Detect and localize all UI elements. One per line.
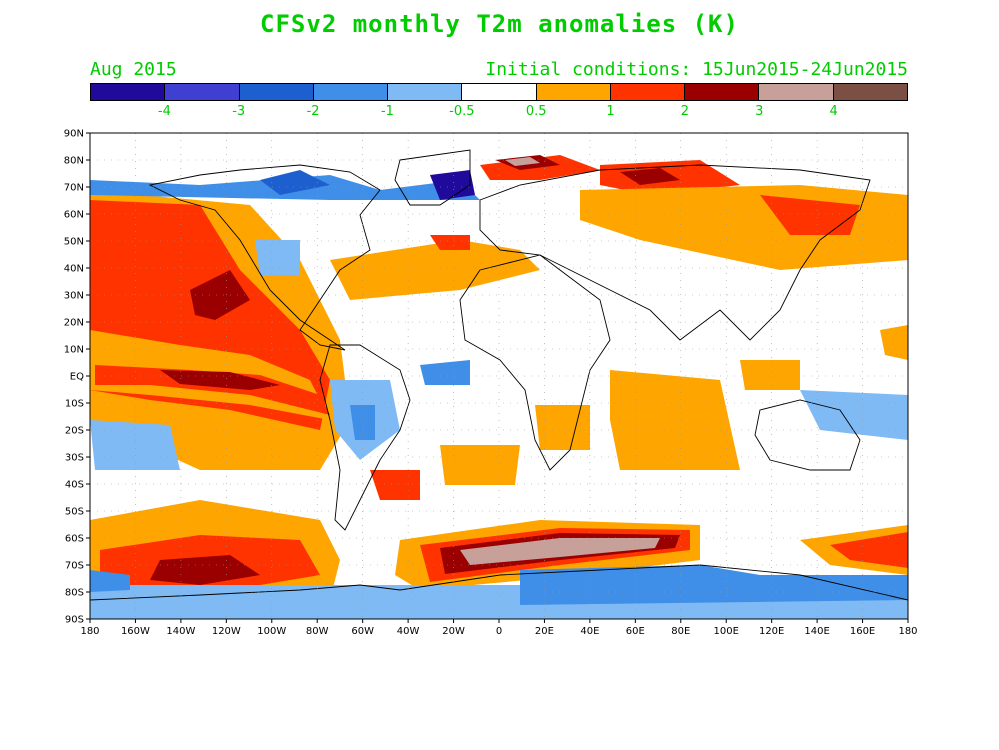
longitude-label: 60W [351,626,374,637]
legend-swatch [759,84,834,100]
latitude-label: 70S [65,561,84,572]
legend-label: 1 [606,104,615,119]
latitude-label: 10S [65,399,84,410]
latitude-label: 10N [64,345,84,356]
longitude-label: 20W [442,626,465,637]
latitude-label: 90N [64,129,84,140]
longitude-label: 80W [306,626,329,637]
legend-label: -3 [232,104,246,119]
longitude-label: 180 [898,626,917,637]
initial-conditions: Initial conditions: 15Jun2015-24Jun2015 [485,59,908,80]
latitude-label: 30N [64,291,84,302]
legend-swatch [239,84,314,100]
legend-swatch [165,84,240,100]
legend-label: 2 [680,104,690,119]
latitude-label: 90S [65,615,84,626]
legend-swatch [610,84,686,100]
longitude-label: 120E [759,626,784,637]
longitude-label: 100E [714,626,739,637]
latitude-labels: 90N 80N 70N 60N 50N 40N 30N 20N 10N EQ 10S 20S 30S 40… [64,129,90,626]
latitude-label: 40S [65,480,84,491]
longitude-label: 100W [257,626,286,637]
legend-label: 0.5 [525,104,547,119]
longitude-label: 20E [535,626,554,637]
valid-month: Aug 2015 [90,59,177,80]
latitude-label: 30S [65,453,84,464]
latitude-label: 60S [65,534,84,545]
legend-swatch [833,84,907,100]
latitude-label: 80N [64,156,84,167]
latitude-label: 50N [64,237,84,248]
latitude-label: EQ [70,372,84,383]
legend-swatch [313,84,389,100]
anomaly-field [90,133,908,619]
color-legend-bar [90,83,908,101]
coastlines [90,149,908,601]
longitude-label: 60E [626,626,645,637]
latitude-label: 80S [65,588,84,599]
legend-label: -0.5 [449,104,475,119]
longitude-label: 40W [397,626,420,637]
latitude-label: 50S [65,507,84,518]
longitude-label: 160W [121,626,150,637]
legend-swatch [685,84,760,100]
legend-label: -4 [157,104,171,119]
longitude-label: 140E [804,626,829,637]
legend-label: 4 [829,104,838,119]
legend-swatch [462,84,537,100]
latitude-label: 20N [64,318,84,329]
legend-label: -2 [306,104,320,119]
legend-swatch [388,84,463,100]
legend-label: -1 [380,104,394,119]
latitude-label: 60N [64,210,84,221]
latitude-label: 70N [64,183,84,194]
map-title: CFSv2 monthly T2m anomalies (K) [260,10,739,38]
latitude-label: 40N [64,264,84,275]
longitude-label: 120W [212,626,241,637]
legend-swatch [536,84,611,100]
longitude-labels: 180 160W 140W 120W 100W 80W 60W 40W 20W 0 20E 40E 60… [80,619,918,637]
longitude-label: 80E [671,626,690,637]
longitude-label: 40E [580,626,599,637]
longitude-label: 140W [166,626,195,637]
longitude-label: 160E [850,626,875,637]
latitude-label: 20S [65,426,84,437]
legend-swatch [91,84,166,100]
legend-label: 3 [755,104,764,119]
longitude-label: 180 [80,626,99,637]
longitude-label: 0 [496,626,502,637]
